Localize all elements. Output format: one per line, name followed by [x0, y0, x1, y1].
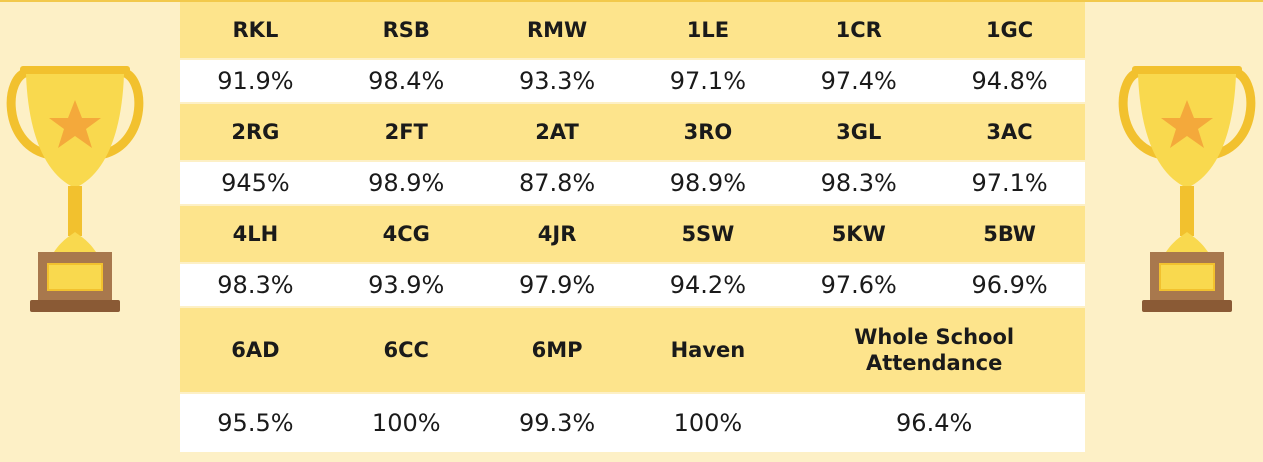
- attendance-value: 98.3%: [783, 161, 934, 205]
- percent-row: 945%98.9%87.8%98.9%98.3%97.1%: [180, 161, 1085, 205]
- attendance-value: 98.4%: [331, 59, 482, 103]
- attendance-value: 97.1%: [632, 59, 783, 103]
- attendance-value: 91.9%: [180, 59, 331, 103]
- class-name: RSB: [331, 2, 482, 59]
- class-name: 5BW: [934, 205, 1085, 263]
- page: RKLRSBRMW1LE1CR1GC91.9%98.4%93.3%97.1%97…: [0, 0, 1263, 462]
- trophy-right: [1118, 62, 1256, 318]
- attendance-value: 98.3%: [180, 263, 331, 307]
- attendance-value: 97.1%: [934, 161, 1085, 205]
- class-name: RKL: [180, 2, 331, 59]
- attendance-value: 94.2%: [632, 263, 783, 307]
- class-name: 6AD: [180, 307, 331, 393]
- attendance-value: 93.9%: [331, 263, 482, 307]
- attendance-value: 97.9%: [482, 263, 633, 307]
- attendance-value: 87.8%: [482, 161, 633, 205]
- class-name: Whole School Attendance: [783, 307, 1085, 393]
- class-name: 3AC: [934, 103, 1085, 161]
- class-name: 3GL: [783, 103, 934, 161]
- class-name: 1LE: [632, 2, 783, 59]
- attendance-value: 96.9%: [934, 263, 1085, 307]
- attendance-value: 100%: [331, 393, 482, 453]
- class-name: Haven: [632, 307, 783, 393]
- class-name: 6CC: [331, 307, 482, 393]
- attendance-value: 945%: [180, 161, 331, 205]
- attendance-value: 98.9%: [331, 161, 482, 205]
- class-name: 2RG: [180, 103, 331, 161]
- percent-row: 98.3%93.9%97.9%94.2%97.6%96.9%: [180, 263, 1085, 307]
- class-name: 2FT: [331, 103, 482, 161]
- class-name: 6MP: [482, 307, 633, 393]
- attendance-value: 96.4%: [783, 393, 1085, 453]
- attendance-value: 94.8%: [934, 59, 1085, 103]
- trophy-left: [6, 62, 144, 318]
- class-name: 3RO: [632, 103, 783, 161]
- class-name: 4CG: [331, 205, 482, 263]
- attendance-value: 97.6%: [783, 263, 934, 307]
- class-name: 5KW: [783, 205, 934, 263]
- attendance-value: 97.4%: [783, 59, 934, 103]
- class-name: 1CR: [783, 2, 934, 59]
- class-name: 4JR: [482, 205, 633, 263]
- attendance-value: 100%: [632, 393, 783, 453]
- class-name: 4LH: [180, 205, 331, 263]
- attendance-value: 93.3%: [482, 59, 633, 103]
- percent-row: 95.5%100%99.3%100%96.4%: [180, 393, 1085, 453]
- percent-row: 91.9%98.4%93.3%97.1%97.4%94.8%: [180, 59, 1085, 103]
- class-name: RMW: [482, 2, 633, 59]
- class-name: 1GC: [934, 2, 1085, 59]
- class-name: 5SW: [632, 205, 783, 263]
- attendance-value: 98.9%: [632, 161, 783, 205]
- class-name: 2AT: [482, 103, 633, 161]
- attendance-value: 99.3%: [482, 393, 633, 453]
- attendance-value: 95.5%: [180, 393, 331, 453]
